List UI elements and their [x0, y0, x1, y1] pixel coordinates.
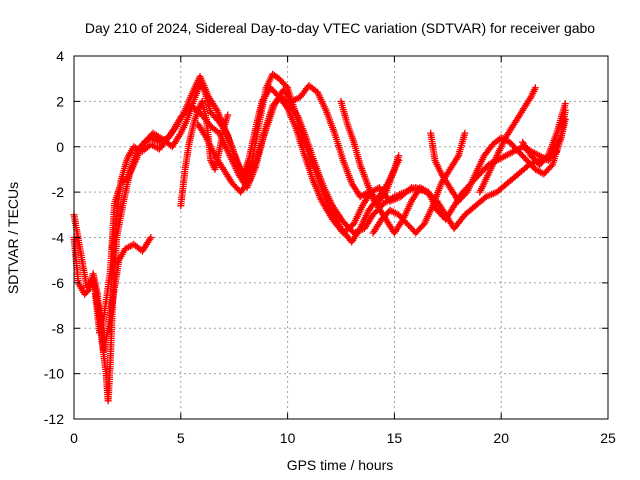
y-tick-label: -12 — [44, 411, 64, 427]
x-tick-label: 20 — [493, 430, 509, 446]
x-axis-label: GPS time / hours — [287, 457, 394, 473]
y-tick-label: 2 — [56, 93, 64, 109]
chart-title: Day 210 of 2024, Sidereal Day-to-day VTE… — [85, 20, 595, 36]
y-tick-label: -6 — [52, 275, 65, 291]
y-tick-label: -4 — [52, 230, 65, 246]
series-track-11 — [177, 97, 232, 210]
x-tick-label: 10 — [280, 430, 296, 446]
series-markers — [427, 116, 569, 205]
y-tick-label: -2 — [52, 184, 65, 200]
series-markers — [519, 100, 569, 169]
x-tick-label: 0 — [70, 430, 78, 446]
series-track-6 — [337, 97, 403, 207]
y-tick-label: 4 — [56, 48, 64, 64]
y-tick-label: 0 — [56, 139, 64, 155]
series-markers — [369, 129, 469, 237]
series-track-9 — [476, 84, 539, 196]
series-track-8 — [369, 129, 469, 237]
series-markers — [476, 84, 539, 196]
y-tick-label: -8 — [52, 320, 65, 336]
series-markers — [177, 97, 232, 210]
x-tick-label: 25 — [600, 430, 616, 446]
x-tick-label: 15 — [387, 430, 403, 446]
y-tick-label: -10 — [44, 366, 64, 382]
series-markers — [337, 97, 403, 207]
series-track-7 — [427, 116, 569, 205]
series-track-10 — [519, 100, 569, 169]
y-axis-label: SDTVAR / TECUs — [5, 182, 21, 294]
axis-ticks: 0 5 10 15 20 25 -12 -10 -8 -6 -4 -2 0 2 4 — [44, 48, 616, 446]
x-tick-label: 5 — [177, 430, 185, 446]
